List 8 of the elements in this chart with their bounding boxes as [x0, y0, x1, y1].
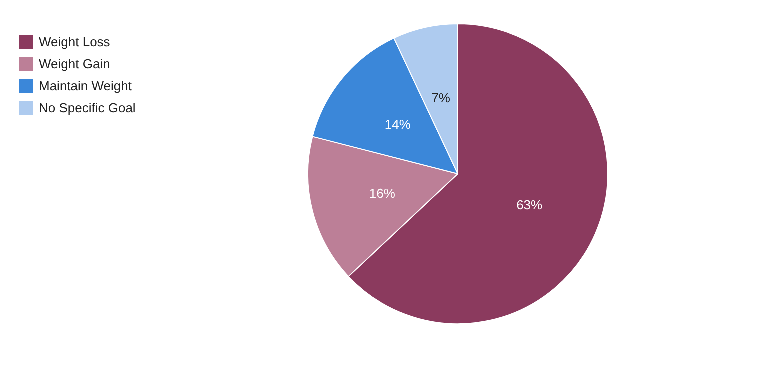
legend-label: Maintain Weight	[39, 78, 132, 94]
legend-label: No Specific Goal	[39, 100, 136, 116]
data-label: 7%	[432, 90, 451, 106]
legend-label: Weight Gain	[39, 56, 110, 72]
data-label: 63%	[516, 197, 544, 212]
data-label: 16%	[369, 186, 396, 201]
data-label: 14%	[384, 116, 412, 132]
legend-label: Weight Loss	[39, 34, 111, 50]
